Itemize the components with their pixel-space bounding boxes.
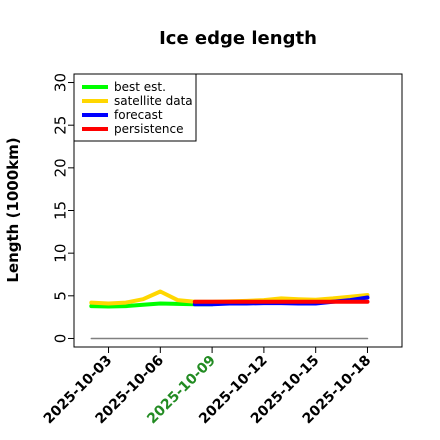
y-tick-label: 30 <box>51 73 69 92</box>
y-tick-label: 10 <box>51 244 69 263</box>
legend-entry-label: satellite data <box>114 94 193 108</box>
y-axis: 0 5 10 15 20 25 30 <box>51 73 74 343</box>
series-line-best-est <box>89 301 215 309</box>
y-tick-label: 20 <box>51 158 69 177</box>
chart-title: Ice edge length <box>159 28 317 49</box>
legend-entry-label: best est. <box>114 80 166 94</box>
y-tick-label: 25 <box>51 116 69 135</box>
y-tick-label: 15 <box>51 201 69 220</box>
legend: best est.satellite dataforecastpersisten… <box>73 73 197 142</box>
y-axis-label: Length (1000km) <box>4 137 22 282</box>
x-axis: 2025-10-032025-10-062025-10-092025-10-12… <box>41 347 374 427</box>
series-layer <box>89 289 370 340</box>
legend-entry-label: persistence <box>114 122 183 136</box>
legend-entry-label: forecast <box>114 108 163 122</box>
y-tick-label: 5 <box>51 291 69 301</box>
y-tick-label: 0 <box>51 334 69 344</box>
